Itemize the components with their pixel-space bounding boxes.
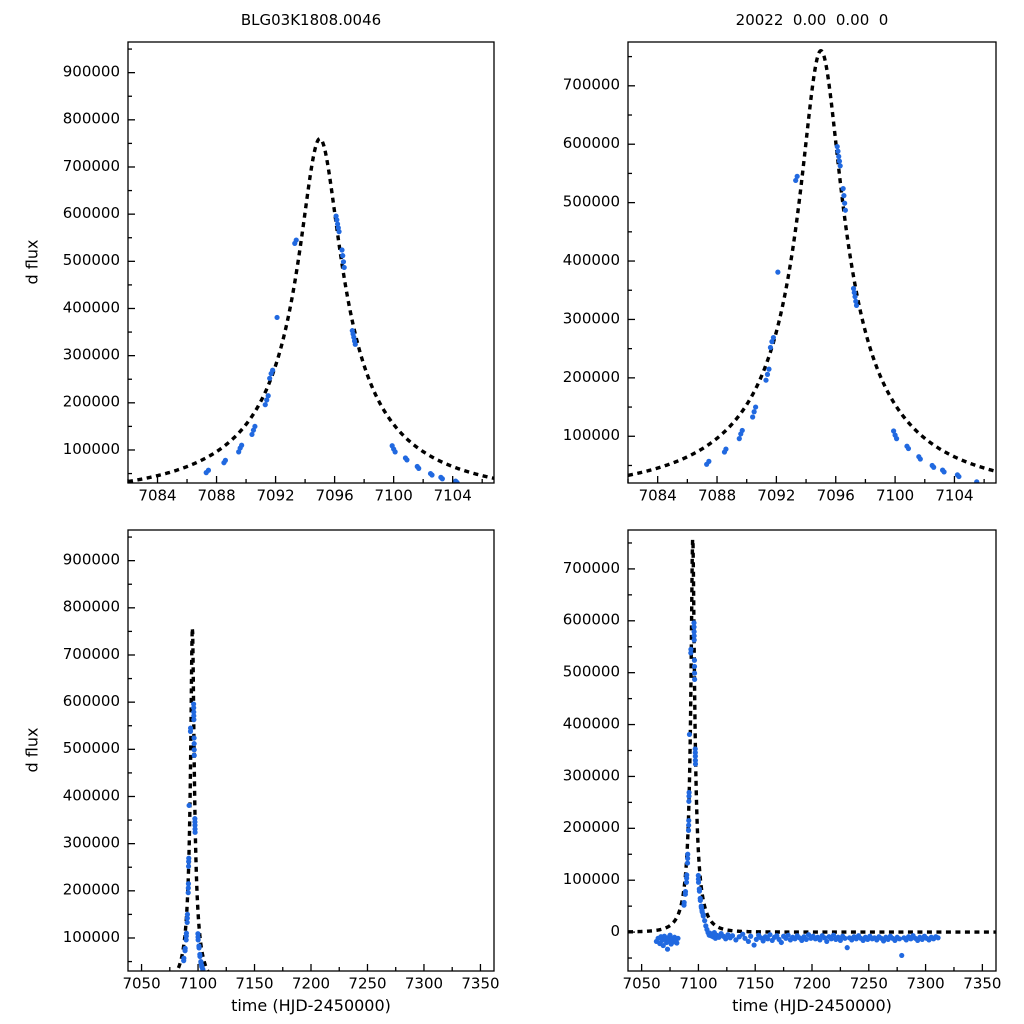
x-axis-label-right: time (HJD-2450000) bbox=[732, 996, 892, 1015]
x-axis-label-left: time (HJD-2450000) bbox=[231, 996, 391, 1015]
chart-title-right: 20022 0.00 0.00 0 bbox=[735, 11, 889, 29]
panel-top-right-canvas bbox=[512, 0, 1024, 512]
y-axis-label-bottom: d flux bbox=[22, 727, 42, 773]
y-axis-label-top: d flux bbox=[22, 239, 42, 285]
panel-bottom-left-canvas bbox=[0, 512, 512, 1024]
panel-bottom-right-canvas bbox=[512, 512, 1024, 1024]
panel-top-left-canvas bbox=[0, 0, 512, 512]
chart-title-left: BLG03K1808.0046 bbox=[240, 11, 382, 29]
